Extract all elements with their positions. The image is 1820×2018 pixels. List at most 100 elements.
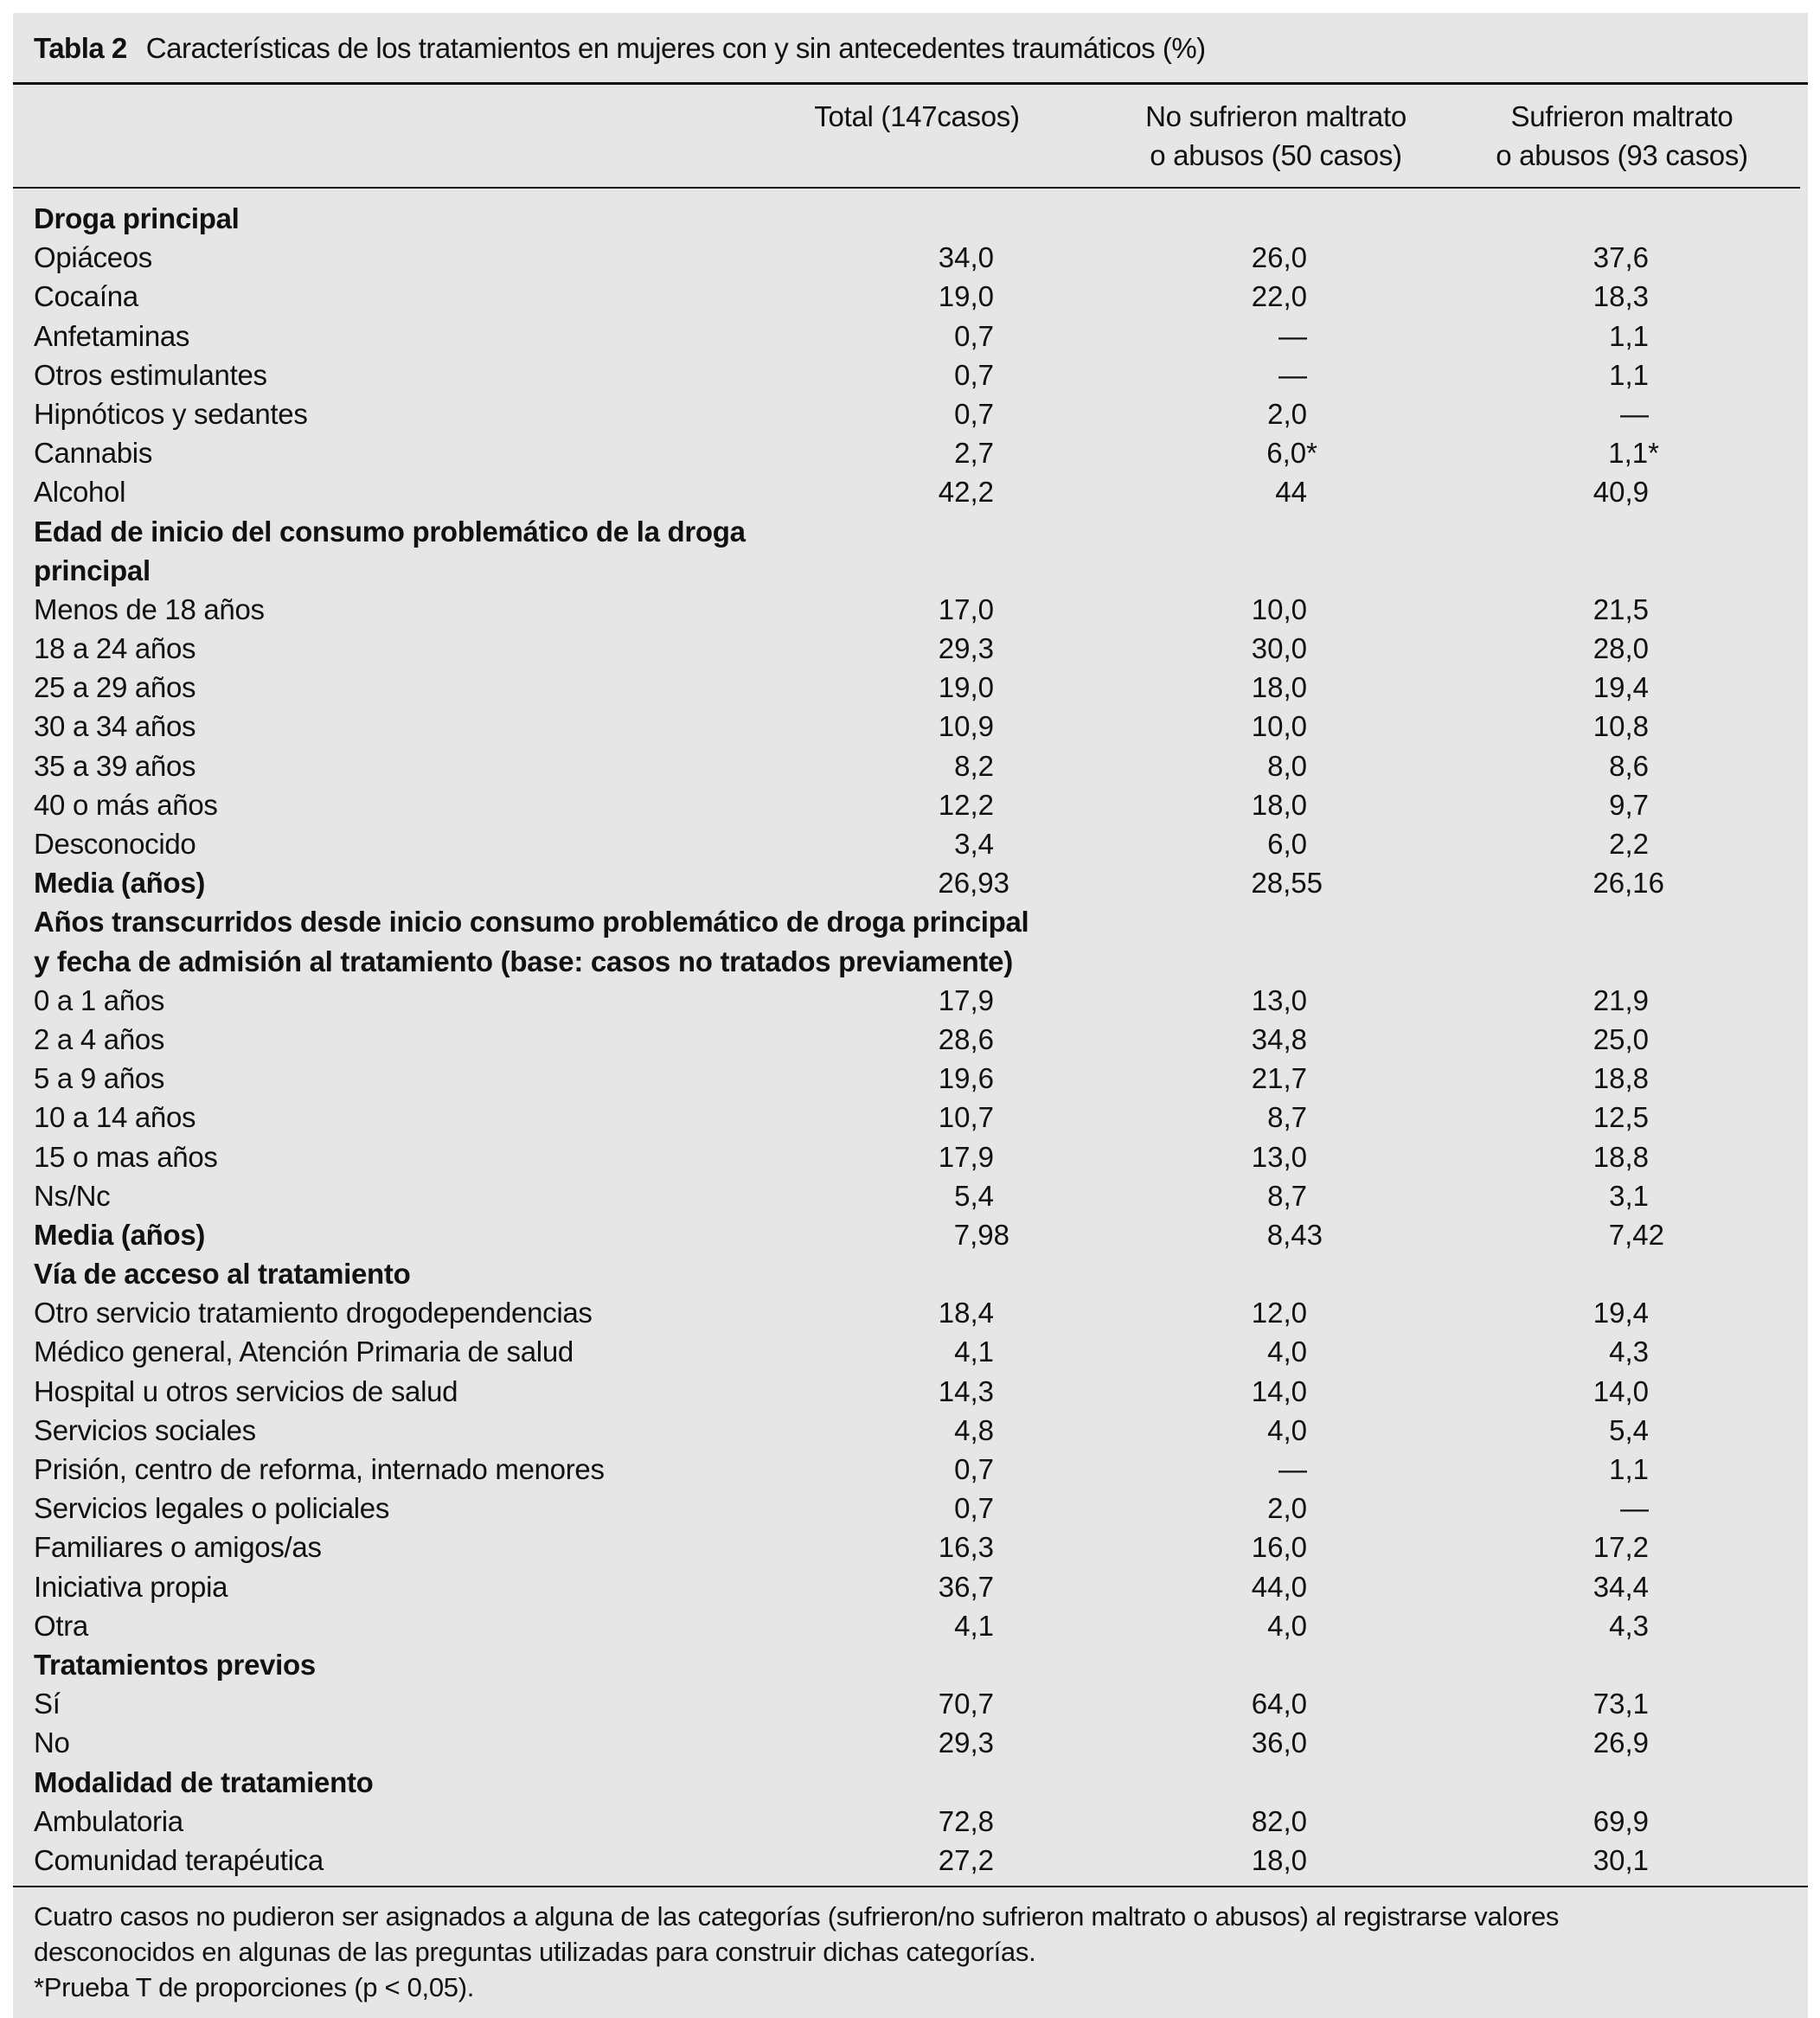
row-label: Media (años) [34, 867, 206, 900]
row-label: Edad de inicio del consumo problemático … [34, 515, 746, 586]
row-label: Iniciativa propia [34, 1570, 228, 1603]
row-label: Media (años) [34, 1218, 206, 1251]
row-label: 0 a 1 años [34, 983, 165, 1016]
value-total: 29,3 [938, 632, 994, 665]
row-label: 30 a 34 años [34, 710, 196, 743]
value-maltrato: 2,2 [1609, 828, 1649, 861]
value-total: 0,7 [954, 1453, 994, 1486]
table-caption: Tabla 2 Características de los tratamient… [34, 29, 1206, 67]
value-maltrato: 25,0 [1592, 1022, 1649, 1055]
section-header-row: Vía de acceso al tratamiento [13, 1254, 1808, 1293]
bottom-rule [13, 1886, 1808, 1887]
value-no-maltrato: 36,0 [1251, 1727, 1307, 1759]
value-no-maltrato: 2,0 [1267, 397, 1307, 430]
column-header-no-maltrato: No sufrieron maltrato o abusos (50 casos… [1145, 100, 1407, 171]
row-label: 25 a 29 años [34, 671, 196, 704]
table-row: Otra 4,1 4,0 4,3 [13, 1606, 1808, 1645]
row-label: Vía de acceso al tratamiento [34, 1258, 411, 1291]
value-no-maltrato: 18,0 [1251, 788, 1307, 821]
value-maltrato: 26,16 [1592, 867, 1664, 900]
value-total: 19,0 [938, 280, 994, 313]
table-row: Opiáceos 34,0 26,0 37,6 [13, 238, 1808, 277]
value-maltrato: 34,4 [1592, 1570, 1649, 1603]
value-maltrato: 1,1 [1609, 358, 1649, 391]
value-maltrato: 1,1 [1609, 319, 1649, 352]
value-no-maltrato: 26,0 [1251, 241, 1307, 274]
row-label: Otros estimulantes [34, 358, 267, 391]
table-row: Otro servicio tratamiento drogodependenc… [13, 1293, 1808, 1332]
value-no-maltrato: 44,0 [1251, 1570, 1307, 1603]
value-total: 18,4 [938, 1297, 994, 1329]
row-label: Hipnóticos y sedantes [34, 397, 308, 430]
value-total: 26,93 [938, 867, 1009, 900]
value-total: 34,0 [938, 241, 994, 274]
value-total: 17,9 [938, 1140, 994, 1173]
row-label: Servicios legales o policiales [34, 1492, 390, 1525]
value-total: 19,0 [938, 671, 994, 704]
mean-row: Media (años) 26,93 28,55 26,16 [13, 863, 1808, 902]
row-label: Opiáceos [34, 241, 153, 274]
table-row: 25 a 29 años 19,0 18,0 19,4 [13, 668, 1808, 707]
table-row: Prisión, centro de reforma, internado me… [13, 1450, 1808, 1489]
value-maltrato: 21,9 [1592, 983, 1649, 1016]
value-no-maltrato: 22,0 [1251, 280, 1307, 313]
row-label: Cannabis [34, 437, 153, 470]
row-label: Sí [34, 1688, 61, 1720]
table-label: Tabla 2 [34, 32, 127, 64]
section-header-row: Tratamientos previos [13, 1645, 1808, 1684]
table-row: 0 a 1 años 17,9 13,0 21,9 [13, 981, 1808, 1020]
value-no-maltrato: 4,0 [1267, 1336, 1307, 1368]
table-row: Familiares o amigos/as 16,3 16,0 17,2 [13, 1528, 1808, 1566]
value-total: 3,4 [954, 828, 994, 861]
table-row: Ns/Nc 5,4 8,7 3,1 [13, 1176, 1808, 1215]
value-no-maltrato: 10,0 [1251, 593, 1307, 625]
value-no-maltrato: 10,0 [1251, 710, 1307, 743]
value-maltrato: 37,6 [1592, 241, 1649, 274]
value-maltrato: 5,4 [1609, 1413, 1649, 1446]
table-row: Hipnóticos y sedantes 0,7 2,0 — [13, 394, 1808, 433]
table-body: Droga principal Opiáceos 34,0 26,0 37,6 Cocaí… [13, 199, 1808, 1880]
value-maltrato: 4,3 [1609, 1336, 1649, 1368]
table-row: Anfetaminas 0,7 — 1,1 [13, 317, 1808, 356]
table-row: 2 a 4 años 28,6 34,8 25,0 [13, 1020, 1808, 1059]
value-total: 36,7 [938, 1570, 994, 1603]
value-maltrato: — [1620, 397, 1649, 430]
value-no-maltrato: — [1278, 1453, 1307, 1486]
table-row: Iniciativa propia 36,7 44,0 34,4 [13, 1567, 1808, 1606]
value-total: 29,3 [938, 1727, 994, 1759]
table-row: Servicios legales o policiales 0,7 2,0 — [13, 1489, 1808, 1528]
table-row: 18 a 24 años 29,3 30,0 28,0 [13, 629, 1808, 668]
column-header-total: Total (147casos) [814, 100, 1020, 132]
value-total: 0,7 [954, 319, 994, 352]
table-row: Hospital u otros servicios de salud 14,3 1… [13, 1372, 1808, 1411]
value-maltrato: 73,1 [1592, 1688, 1649, 1720]
value-no-maltrato: 82,0 [1251, 1804, 1307, 1837]
row-label: Anfetaminas [34, 319, 190, 352]
value-total: 2,7 [954, 437, 994, 470]
section-header-row: Modalidad de tratamiento [13, 1763, 1808, 1802]
value-maltrato: 10,8 [1592, 710, 1649, 743]
value-total: 27,2 [938, 1843, 994, 1876]
value-no-maltrato: 8,7 [1267, 1101, 1307, 1134]
value-no-maltrato: — [1278, 319, 1307, 352]
row-label: Servicios sociales [34, 1413, 256, 1446]
table-row: Ambulatoria 72,8 82,0 69,9 [13, 1802, 1808, 1841]
row-label: Familiares o amigos/as [34, 1531, 322, 1564]
mean-row: Media (años) 7,98 8,43 7,42 [13, 1215, 1808, 1254]
value-total: 70,7 [938, 1688, 994, 1720]
table-row: 40 o más años 12,2 18,0 9,7 [13, 785, 1808, 824]
row-label: 18 a 24 años [34, 632, 196, 665]
value-total: 10,9 [938, 710, 994, 743]
value-maltrato: 26,9 [1592, 1727, 1649, 1759]
row-label: 40 o más años [34, 788, 218, 821]
value-no-maltrato: 28,55 [1251, 867, 1323, 900]
section-header-row: Años transcurridos desde inicio consumo … [13, 902, 1808, 980]
value-no-maltrato: 21,7 [1251, 1062, 1307, 1095]
value-maltrato: 19,4 [1592, 1297, 1649, 1329]
value-no-maltrato: 64,0 [1251, 1688, 1307, 1720]
value-total: 0,7 [954, 1492, 994, 1525]
value-no-maltrato: 6,0* [1266, 437, 1317, 470]
footnotes: Cuatro casos no pudieron ser asignados a… [34, 1899, 1559, 2005]
table-title: Características de los tratamientos en m… [145, 32, 1206, 64]
section-header-row: Droga principal [13, 199, 1808, 238]
